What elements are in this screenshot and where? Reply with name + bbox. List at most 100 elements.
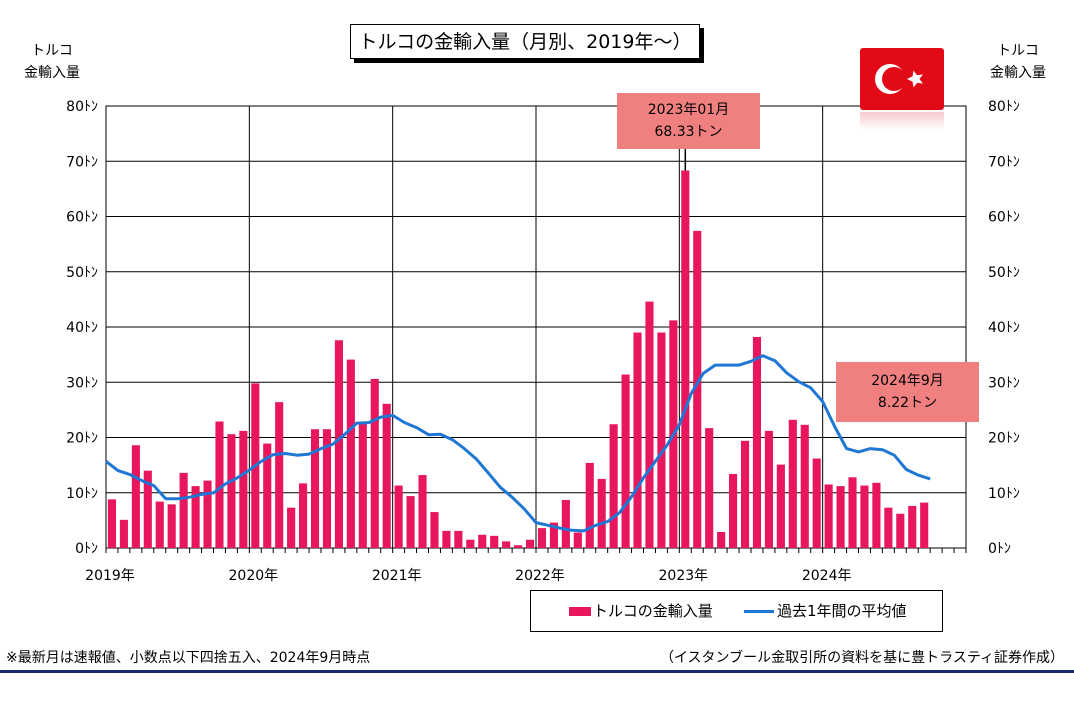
bar-6 [179,472,188,548]
bar-36 [537,528,547,548]
bar-67 [908,506,917,548]
bar-40 [585,462,594,548]
bar-43 [621,374,630,548]
bar-0 [107,499,117,548]
bar-11 [239,430,248,548]
bar-63 [860,485,869,548]
bar-7 [191,486,200,548]
y-tick-label-left: 0ﾄﾝ [75,541,98,557]
bar-17 [310,429,320,548]
callout-2024-09-value: 8.22トン [877,395,938,411]
legend-bar-label: トルコの金輸入量 [593,602,713,620]
bar-64 [872,482,881,548]
bar-37 [549,522,558,548]
y-tick-label-right: 80ﾄﾝ [988,99,1020,115]
bar-15 [287,507,296,548]
bar-14 [275,402,284,548]
x-tick-label: 2020年 [229,568,279,584]
bar-27 [430,512,439,548]
bar-39 [573,532,582,548]
bar-50 [705,428,714,548]
bar-3 [143,470,152,548]
bar-68 [920,502,929,548]
bar-25 [406,496,415,548]
y-tick-label-right: 30ﾄﾝ [988,375,1020,391]
x-tick-label: 2023年 [659,568,709,584]
y-tick-label-left: 20ﾄﾝ [66,431,98,447]
y-tick-label-right: 0ﾄﾝ [988,541,1011,557]
callout-2023-01-date: 2023年01月 [647,102,730,118]
bar-18 [322,429,332,548]
left-axis-title-line2: 金輸入量 [24,65,80,81]
bar-31 [478,534,487,548]
footnote-left: ※最新月は速報値、小数点以下四捨五入、2024年9月時点 [6,650,371,666]
y-tick-label-left: 50ﾄﾝ [66,265,98,281]
bar-55 [764,430,773,548]
bar-46 [657,332,666,548]
legend-line-label: 過去1年間の平均値 [777,602,907,620]
y-tick-label-left: 80ﾄﾝ [66,99,98,115]
x-tick-label: 2021年 [372,568,422,584]
y-tick-label-left: 70ﾄﾝ [66,154,98,170]
bar-38 [561,499,570,548]
bar-61 [836,486,845,548]
bar-24 [394,485,403,548]
y-tick-label-left: 10ﾄﾝ [66,486,98,502]
bar-30 [466,539,475,548]
left-axis-title: トルコ 金輸入量 [20,40,84,84]
legend-line-swatch [744,610,774,613]
bar-20 [346,359,355,548]
flag-reflection [860,112,944,130]
bar-41 [597,478,606,548]
bar-4 [155,501,164,548]
bar-19 [334,340,343,548]
bar-33 [502,541,511,548]
callout-2024-09-date: 2024年9月 [871,373,944,389]
callout-2023-01-value: 68.33トン [654,124,723,140]
chart-title: トルコの金輸入量（月別、2019年～） [350,24,700,59]
footnote-right: （イスタンブール金取引所の資料を基に豊トラスティ証券作成） [659,650,1064,666]
bar-56 [776,464,785,548]
bar-51 [717,531,726,548]
bar-57 [788,419,797,548]
bar-60 [824,484,833,548]
left-axis-title-line1: トルコ [31,43,73,59]
bar-29 [454,530,463,548]
bar-59 [812,458,821,548]
callout-2024-09: 2024年9月 8.22トン [836,362,979,422]
x-tick-label: 2024年 [802,568,852,584]
y-tick-label-right: 70ﾄﾝ [988,154,1020,170]
legend-bar-swatch [569,607,591,616]
bar-5 [167,504,176,548]
y-tick-label-left: 40ﾄﾝ [66,320,98,336]
y-tick-label-right: 40ﾄﾝ [988,320,1020,336]
bar-26 [418,475,427,548]
bar-45 [645,301,654,548]
bar-66 [896,513,905,548]
bar-34 [514,545,523,548]
bar-8 [203,480,212,548]
bar-13 [263,443,272,548]
callout-2023-01: 2023年01月 68.33トン [617,93,760,149]
y-tick-label-right: 10ﾄﾝ [988,486,1020,502]
bar-58 [800,424,809,548]
bar-32 [490,535,499,548]
right-axis-title: トルコ 金輸入量 [986,40,1050,84]
turkey-flag-icon [860,48,944,110]
x-tick-label: 2019年 [85,568,135,584]
bar-54 [752,336,762,548]
y-tick-label-right: 60ﾄﾝ [988,210,1020,226]
average-line [105,354,931,533]
bar-22 [370,378,379,548]
bar-1 [119,519,128,548]
bar-48 [681,170,690,548]
bar-42 [609,424,618,548]
y-tick-label-right: 20ﾄﾝ [988,431,1020,447]
legend: トルコの金輸入量 過去1年間の平均値 [530,590,943,632]
bar-62 [848,477,857,548]
bar-53 [740,440,750,548]
bar-35 [525,539,535,548]
bar-10 [227,434,236,548]
bar-16 [299,483,308,548]
bar-52 [729,473,738,548]
